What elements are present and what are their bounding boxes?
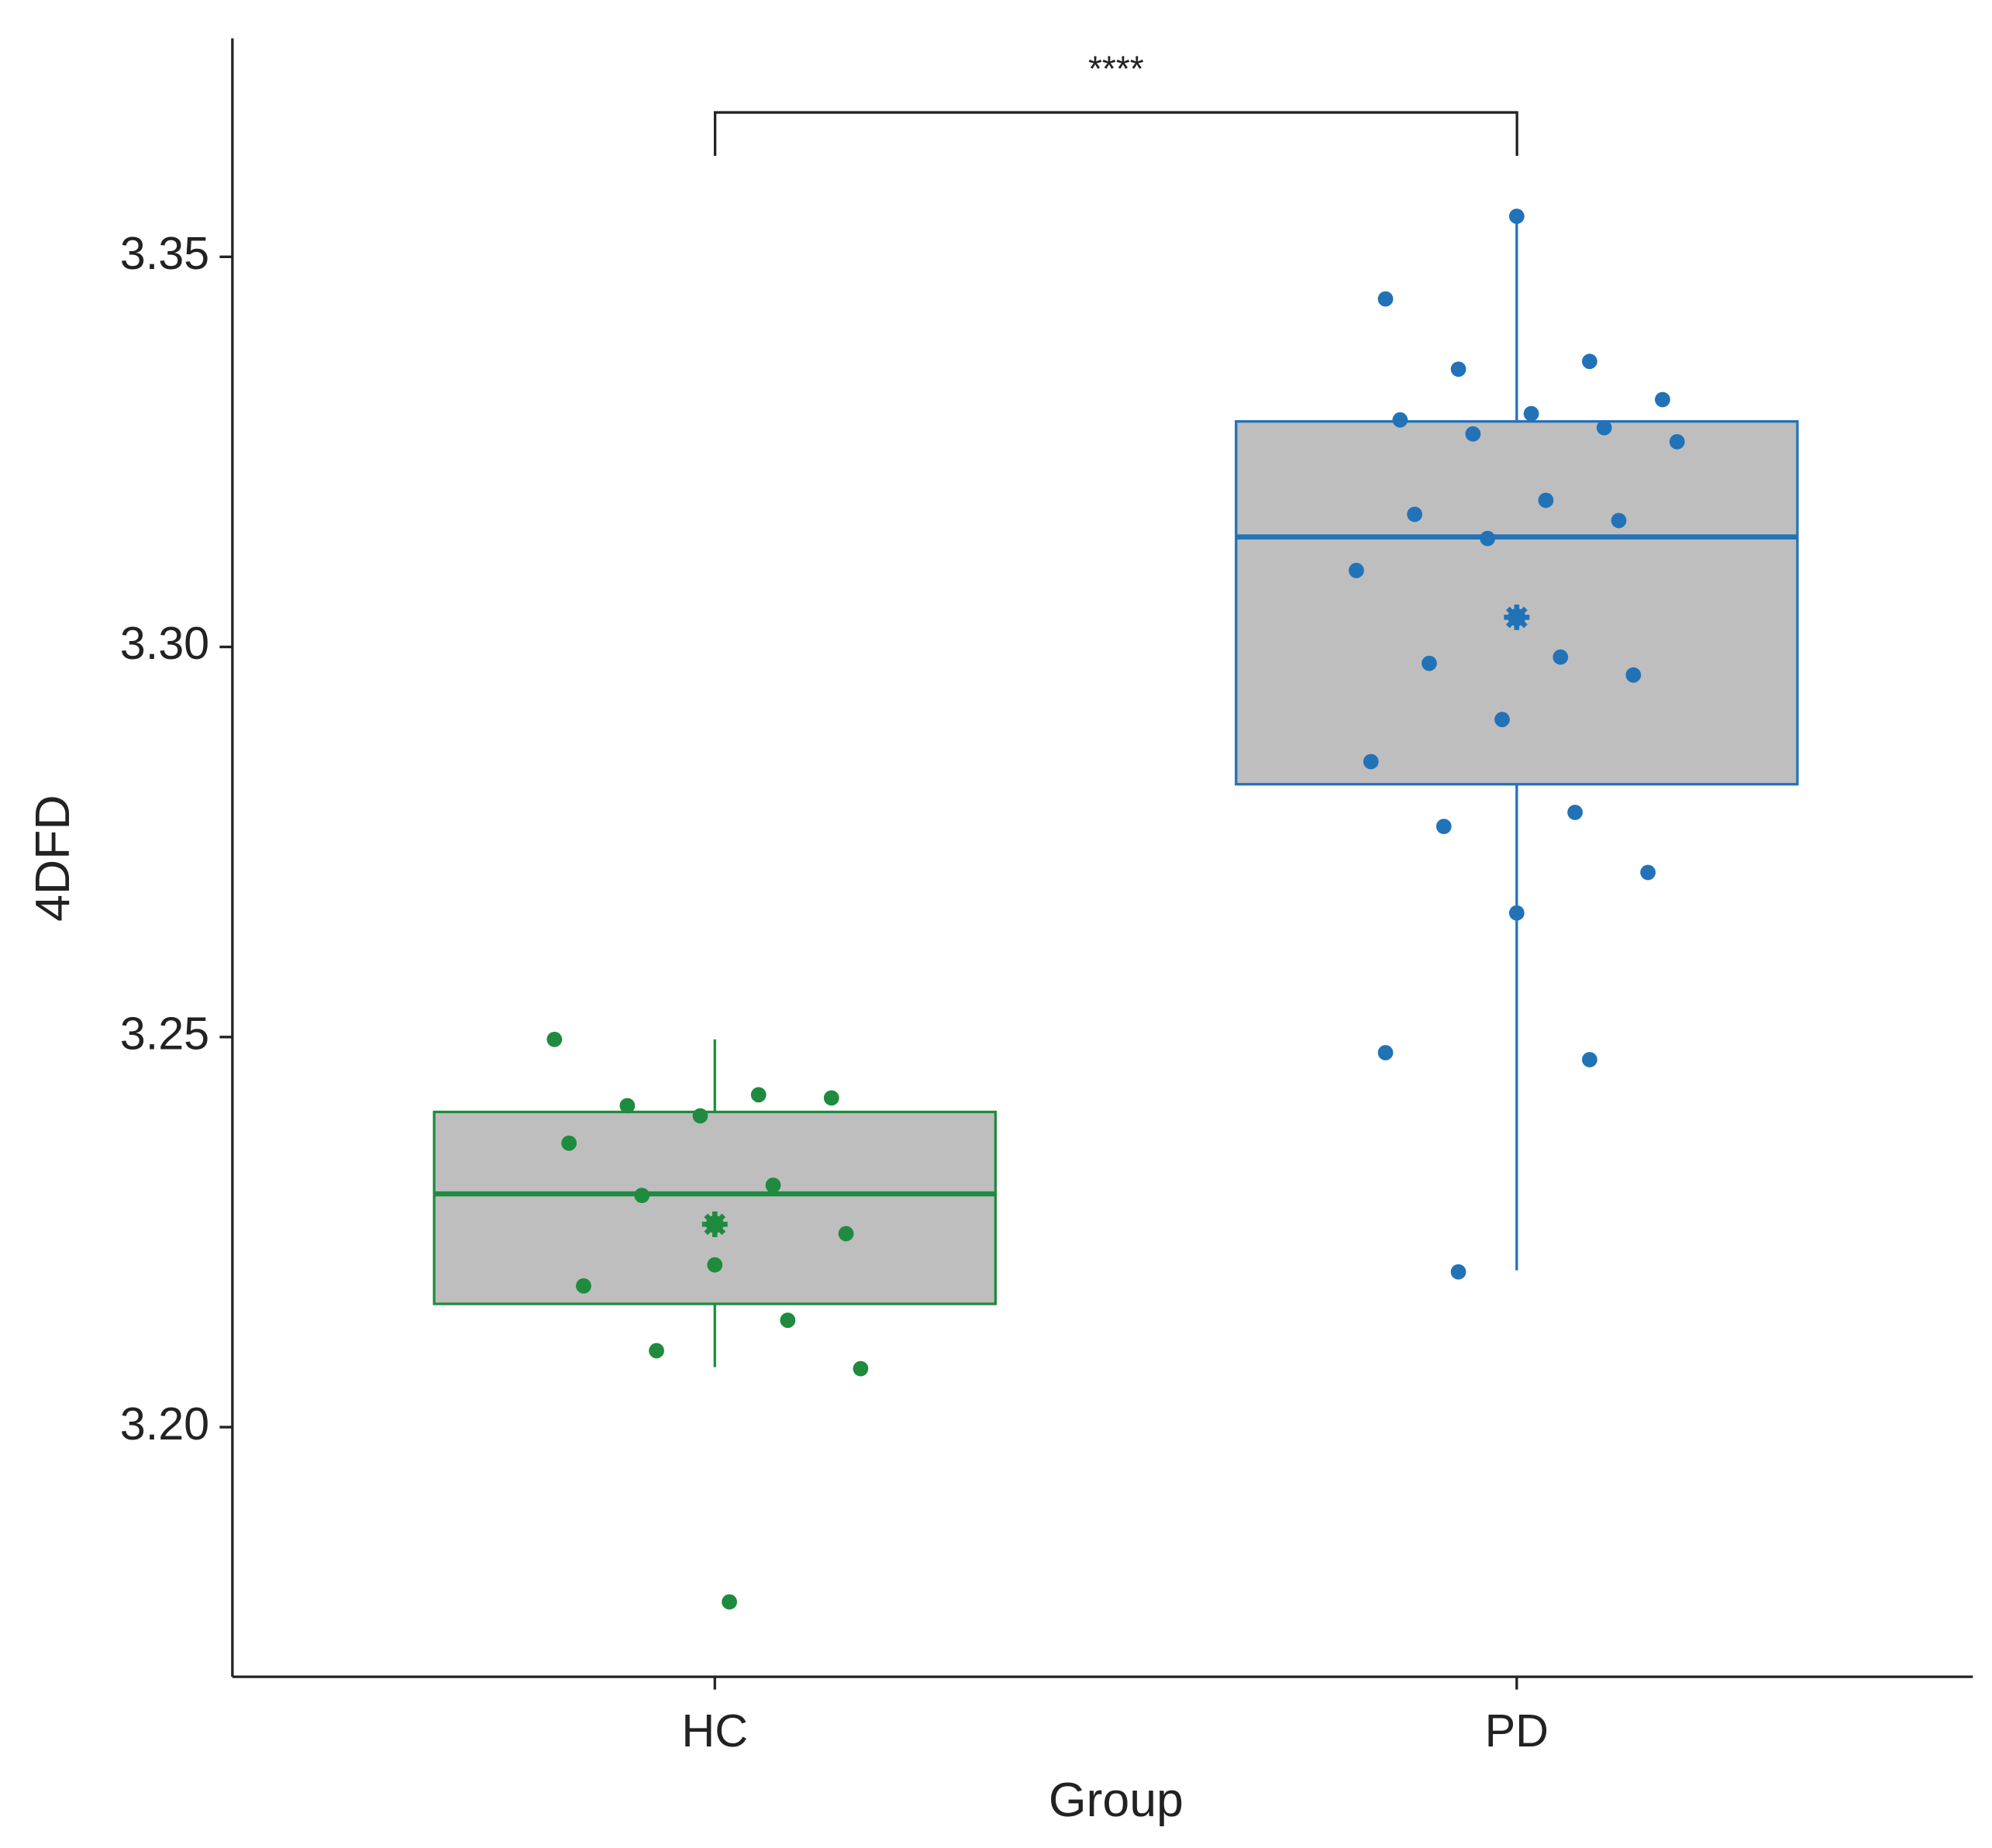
point xyxy=(546,1031,563,1047)
point xyxy=(823,1090,839,1106)
point xyxy=(1435,819,1452,834)
point xyxy=(1538,492,1554,509)
point xyxy=(1669,433,1685,450)
box xyxy=(433,1110,997,1305)
significance-label: **** xyxy=(1088,49,1144,89)
point xyxy=(707,1257,723,1273)
point xyxy=(576,1278,591,1294)
y-tick-label: 3.20 xyxy=(120,1398,209,1450)
point xyxy=(1422,655,1437,671)
point xyxy=(838,1226,854,1242)
mean-dot xyxy=(1508,608,1526,626)
point xyxy=(1625,667,1642,683)
point xyxy=(1655,391,1670,408)
point xyxy=(1450,361,1466,378)
point xyxy=(1465,426,1481,442)
x-axis-title: Group xyxy=(1049,1773,1184,1827)
point xyxy=(1407,506,1423,522)
point xyxy=(1377,291,1394,307)
box xyxy=(1235,420,1799,786)
point xyxy=(1611,512,1627,529)
point xyxy=(1508,209,1525,224)
y-tick-label: 3.25 xyxy=(120,1008,209,1060)
point xyxy=(1581,353,1597,370)
point xyxy=(1494,712,1510,728)
point xyxy=(780,1312,796,1329)
point xyxy=(619,1098,636,1114)
point xyxy=(561,1135,577,1151)
point xyxy=(634,1188,650,1204)
point xyxy=(1392,412,1408,428)
point xyxy=(692,1108,708,1124)
point xyxy=(853,1360,869,1377)
point xyxy=(1508,905,1525,921)
point xyxy=(750,1087,767,1103)
point xyxy=(649,1343,664,1359)
significance-bracket xyxy=(713,111,1518,157)
point xyxy=(1377,1045,1394,1060)
point xyxy=(1523,405,1539,422)
point xyxy=(1450,1264,1466,1280)
point xyxy=(1640,864,1656,881)
point xyxy=(1596,419,1612,436)
point xyxy=(1581,1052,1597,1067)
y-tick-label: 3.30 xyxy=(120,617,209,669)
point xyxy=(1480,530,1496,546)
x-tick-label: HC xyxy=(681,1705,748,1757)
y-axis-title: 4DFD xyxy=(26,795,80,921)
point xyxy=(1567,805,1583,820)
point xyxy=(765,1177,781,1193)
point xyxy=(1553,649,1569,665)
y-tick-label: 3.35 xyxy=(120,227,209,279)
mean-dot xyxy=(705,1215,724,1233)
point xyxy=(1349,563,1364,578)
point xyxy=(722,1594,737,1610)
x-tick-label: PD xyxy=(1485,1705,1549,1757)
point xyxy=(1363,753,1379,770)
